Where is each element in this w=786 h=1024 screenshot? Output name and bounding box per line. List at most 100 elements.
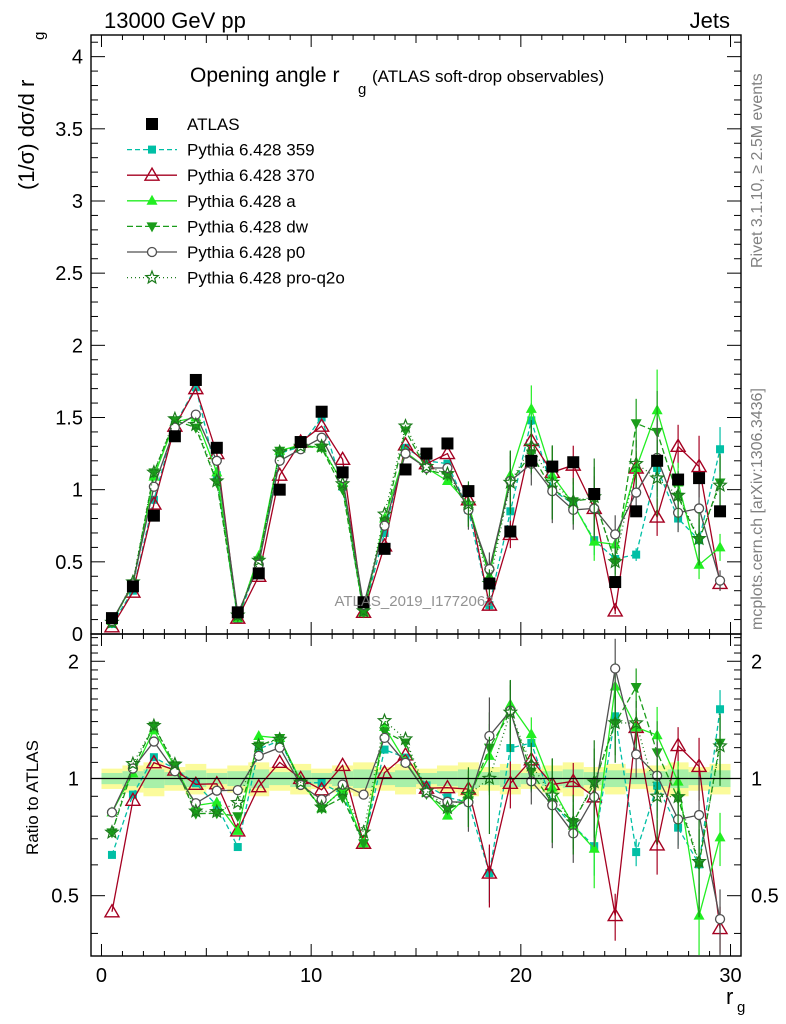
- marker-main-5-4: [188, 416, 204, 432]
- marker-main-0-25: [632, 550, 641, 559]
- legend-marker-2: [143, 166, 161, 181]
- data-point-13: [378, 542, 391, 555]
- marker-ratio-1-28: [690, 758, 708, 773]
- data-point-12: [357, 596, 370, 609]
- marker-main-4-29: [714, 575, 726, 586]
- marker-main-5-3: [167, 410, 183, 426]
- x-axis-label: r: [726, 984, 733, 1009]
- data-point-0: [105, 612, 118, 625]
- data-point-15: [420, 447, 433, 460]
- marker-main-1-11: [334, 450, 351, 466]
- y-tick-label-3: 3: [72, 191, 83, 213]
- marker-main-5-11: [334, 475, 351, 491]
- data-point-23: [588, 487, 601, 500]
- data-point-18: [483, 577, 496, 590]
- marker-main-5-14: [397, 418, 414, 433]
- legend-entry-1: Pythia 6.428 359: [127, 141, 315, 160]
- data-point-20: [525, 454, 538, 467]
- marker-ratio-5-17: [460, 786, 477, 802]
- marker-main-3-25: [630, 419, 642, 430]
- marker-ratio-3-12: [358, 839, 370, 850]
- data-point-22: [567, 456, 580, 469]
- legend-marker-0: [146, 118, 158, 130]
- marker-main-4-10: [316, 432, 327, 443]
- marker-ratio-1-1: [124, 791, 142, 807]
- chart-title: Opening angle r: [190, 64, 339, 87]
- series-layer: [91, 369, 741, 956]
- marker-ratio-1-19: [502, 774, 519, 790]
- marker-ratio-1-4: [187, 775, 205, 791]
- marker-ratio-1-22: [565, 772, 582, 788]
- marker-ratio-4-6: [232, 784, 243, 796]
- marker-ratio-1-8: [271, 753, 288, 769]
- marker-main-1-27: [669, 437, 687, 453]
- marker-ratio-5-3: [167, 756, 183, 771]
- header-process: Jets: [690, 8, 730, 33]
- legend-label-4: Pythia 6.428 dw: [187, 217, 309, 236]
- marker-ratio-4-14: [400, 757, 411, 769]
- y-tick-label-2.5: 2.5: [55, 263, 83, 285]
- marker-main-1-4: [187, 380, 205, 395]
- marker-ratio-4-7: [253, 750, 264, 762]
- marker-main-5-29: [712, 477, 728, 492]
- marker-ratio-0-25: [632, 848, 641, 857]
- marker-ratio-1-7: [250, 778, 267, 793]
- marker-ratio-0-4: [191, 779, 200, 788]
- data-point-10: [315, 405, 328, 418]
- marker-ratio-0-13: [380, 745, 389, 754]
- marker-main-4-13: [379, 520, 390, 531]
- data-point-29: [714, 505, 727, 518]
- data-point-27: [672, 473, 685, 486]
- data-point-21: [546, 460, 559, 473]
- main-y-axis-label-subscript: g: [31, 32, 48, 40]
- marker-ratio-5-26: [649, 788, 665, 803]
- marker-main-0-13: [380, 528, 389, 537]
- marker-ratio-0-29: [716, 705, 725, 714]
- ratio-tick-label-2: 2: [68, 651, 79, 673]
- marker-main-2-20: [525, 402, 537, 413]
- chart-title-note: (ATLAS soft-drop observables): [372, 67, 604, 86]
- data-point-19: [504, 525, 517, 538]
- marker-main-2-29: [714, 541, 726, 552]
- marker-main-0-2: [149, 495, 158, 504]
- marker-main-5-26: [649, 469, 665, 485]
- marker-ratio-5-10: [313, 798, 330, 814]
- marker-ratio-5-23: [586, 773, 602, 789]
- main-y-axis-label: (1/σ) dσ/d r: [14, 80, 39, 190]
- legend-marker-4: [146, 222, 158, 233]
- ratio-tick-label-0.5: 0.5: [51, 886, 79, 908]
- marker-ratio-1-26: [648, 836, 666, 851]
- marker-ratio-0-2: [149, 753, 158, 762]
- marker-ratio-5-27: [670, 788, 686, 804]
- legend-label-1: Pythia 6.428 359: [187, 141, 315, 160]
- marker-ratio-1-11: [334, 757, 351, 772]
- marker-main-1-16: [439, 445, 456, 460]
- series-4: [106, 409, 726, 956]
- marker-main-4-5: [211, 455, 222, 466]
- data-point-1: [126, 580, 139, 593]
- y-tick-label-1.5: 1.5: [55, 407, 83, 429]
- marker-ratio-5-28: [691, 853, 707, 869]
- ratio-tick-label-right-2: 2: [751, 651, 762, 673]
- marker-ratio-0-0: [107, 850, 116, 859]
- marker-ratio-5-12: [355, 824, 372, 839]
- marker-main-4-14: [400, 448, 411, 459]
- marker-ratio-5-7: [251, 737, 267, 753]
- series-line-ratio-2: [111, 684, 721, 916]
- marker-main-5-5: [209, 472, 225, 488]
- ratio-tick-label-right-1: 1: [751, 768, 762, 790]
- legend-label-6: Pythia 6.428 pro-q2o: [187, 269, 345, 288]
- legend-marker-1: [148, 145, 156, 154]
- ratio-y-axis-label: Ratio to ATLAS: [23, 740, 42, 855]
- analysis-watermark: ATLAS_2019_I1772062: [334, 593, 493, 610]
- x-tick-label-20: 20: [510, 965, 532, 987]
- marker-ratio-5-21: [544, 787, 561, 802]
- marker-ratio-1-27: [669, 737, 687, 752]
- marker-ratio-4-8: [274, 742, 285, 753]
- header-energy: 13000 GeV pp: [104, 8, 246, 33]
- legend-marker-6: [144, 269, 160, 285]
- marker-ratio-4-29: [714, 913, 726, 925]
- marker-main-4-2: [148, 481, 160, 492]
- marker-ratio-3-6: [232, 812, 244, 823]
